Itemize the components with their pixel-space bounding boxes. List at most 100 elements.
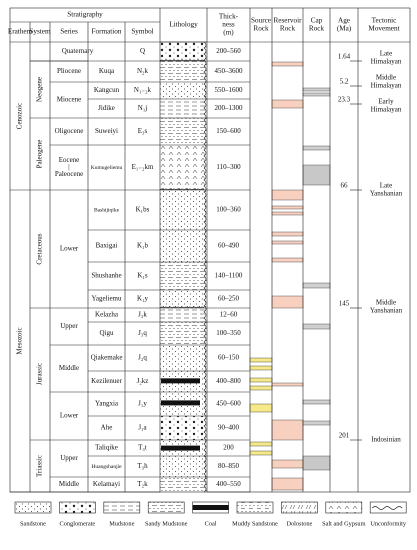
rock-band <box>271 295 304 309</box>
lithology-fill <box>160 456 207 477</box>
rock-band <box>271 231 304 237</box>
series: Upper <box>60 454 78 462</box>
series: Middle <box>59 364 79 372</box>
formation-name: Jidike <box>98 104 115 112</box>
tectonic-movement: Late <box>380 182 392 190</box>
thickness: 150–600 <box>216 127 241 135</box>
diagram-body: Quaternary Q 200–560 Kuqa N₂k 450–3600 Kangcun… <box>8 7 411 527</box>
lithology-fill <box>160 230 207 262</box>
unconformity <box>159 306 205 309</box>
header-erathem: Erathem <box>8 28 33 36</box>
legend-swatch <box>369 501 407 514</box>
rock-band <box>249 385 273 391</box>
rock-band <box>249 403 273 413</box>
legend-label: Conglomerate <box>60 520 96 527</box>
header-tectonic: Movement <box>368 25 399 33</box>
lithology-fill <box>160 345 207 371</box>
header-tectonic: Tectonic <box>372 17 397 25</box>
age-label: 1.64 <box>338 53 351 61</box>
series: Pliocene <box>57 67 81 75</box>
thickness: 550–1600 <box>215 86 244 94</box>
header-cap: Rock <box>309 25 325 33</box>
formation-name: Qigu <box>100 329 115 337</box>
thickness: 90–400 <box>218 424 240 432</box>
series: Paleocene <box>55 170 83 178</box>
legend-swatch <box>325 501 363 514</box>
tectonic-movement: Middle <box>376 74 396 82</box>
formation-symbol: J₂kz <box>137 377 149 385</box>
legend-swatch <box>103 501 141 514</box>
formation-name: Kezilenuer <box>91 377 122 385</box>
age-label: 145 <box>339 300 350 308</box>
age-label: 23.3 <box>338 96 351 104</box>
rock-band <box>302 282 331 289</box>
header-age: Age <box>338 17 350 25</box>
tectonic-movement: Himalayan <box>371 82 402 90</box>
header-series: Series <box>60 28 78 36</box>
rock-band <box>271 99 304 109</box>
thickness: 400–800 <box>216 377 241 385</box>
series: Middle <box>59 480 79 488</box>
lithology-fill <box>160 61 207 82</box>
thickness: 100–350 <box>216 329 241 337</box>
tectonic-movement: Himalayan <box>371 58 402 66</box>
formation-symbol: J₁y <box>138 400 147 408</box>
formation-name: Kelazha <box>95 311 119 319</box>
thickness: 450–600 <box>216 400 241 408</box>
rock-band <box>271 459 304 469</box>
lithology-fill <box>160 42 207 61</box>
formation-name: Kelamayi <box>93 480 120 488</box>
rock-band <box>302 164 331 186</box>
legend-swatch <box>147 501 185 514</box>
legend-label: Sandstone <box>20 520 46 527</box>
lithology-fill <box>160 322 207 345</box>
rock-band <box>302 323 331 330</box>
formation-name: Kuqa <box>99 67 115 75</box>
formation-symbol: Q <box>140 47 145 55</box>
thickness: 450–3600 <box>215 67 244 75</box>
formation-symbol: K₁y <box>137 295 148 303</box>
unconformity <box>159 188 205 191</box>
coal-band <box>161 400 200 406</box>
tectonic-movement: Indosinian <box>371 436 401 444</box>
header-age: (Ma) <box>337 25 352 33</box>
rock-band <box>302 399 331 405</box>
header-cap: Cap <box>311 17 323 25</box>
lithology-fill <box>160 82 207 99</box>
thickness: 60–250 <box>218 295 240 303</box>
thickness: 200–1300 <box>215 104 244 112</box>
erathem: Cenozoic <box>16 103 24 129</box>
header-thickness: Thick- <box>219 13 239 21</box>
formation-symbol: N₂k <box>137 67 148 75</box>
rock-band <box>271 205 304 210</box>
lithology-fill <box>160 118 207 145</box>
lithology-edge <box>203 41 207 493</box>
formation-name: Kangcun <box>94 86 120 94</box>
rock-band <box>302 455 331 471</box>
age-label: 201 <box>339 432 350 440</box>
formation-name: Suweiyi <box>95 127 118 135</box>
series: Oligocene <box>55 127 84 135</box>
legend-label: Coal <box>205 520 217 527</box>
formation-symbol: J₁a <box>138 424 147 432</box>
formation-name: Shushanhe <box>91 272 121 280</box>
header-thickness: (m) <box>223 29 234 37</box>
formation-name: Yageliemu <box>91 295 122 303</box>
legend-label: Sandy Mudstone <box>145 520 188 527</box>
formation-name: Baxigai <box>96 242 118 250</box>
rock-band <box>302 87 331 92</box>
formation-symbol: K₁bs <box>136 206 150 214</box>
legend-coal <box>192 505 229 510</box>
rock-band <box>271 257 304 263</box>
lithology-fill <box>160 99 207 118</box>
legend-label: Dolostone <box>286 520 312 527</box>
legend-swatch <box>236 501 274 514</box>
legend-swatch <box>281 501 318 514</box>
rock-band <box>271 240 304 245</box>
formation-symbol: J₃k <box>138 311 147 319</box>
thickness: 200 <box>223 444 234 452</box>
formation-name: Ahe <box>101 424 113 432</box>
thickness: 200–560 <box>216 47 241 55</box>
header-system: System <box>29 28 51 36</box>
unconformity <box>159 59 205 62</box>
